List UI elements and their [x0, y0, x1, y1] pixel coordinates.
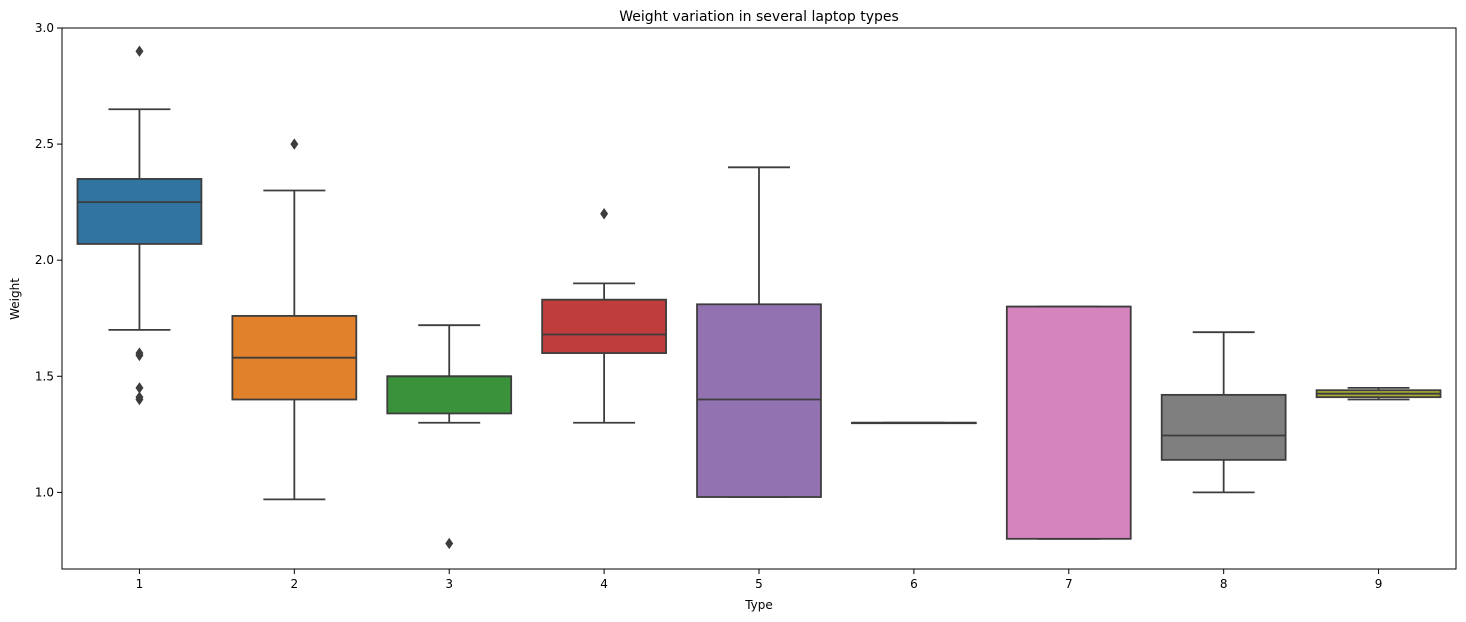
outlier-point — [290, 138, 299, 150]
y-tick-label: 2.0 — [35, 253, 54, 267]
x-axis-title: Type — [744, 598, 773, 612]
chart-title: Weight variation in several laptop types — [619, 9, 899, 25]
outlier-point — [135, 45, 144, 57]
x-tick-label: 3 — [445, 577, 453, 591]
plot-area — [76, 45, 1442, 550]
box-group-type-3 — [386, 324, 513, 550]
box-iqr-type-1 — [76, 178, 203, 245]
y-tick-label: 2.5 — [35, 137, 54, 151]
x-tick-label: 9 — [1375, 577, 1383, 591]
box-group-type-2 — [231, 138, 358, 501]
box-group-type-7 — [1005, 305, 1132, 540]
y-axis-title: Weight — [8, 278, 22, 320]
y-tick-label: 3.0 — [35, 21, 54, 35]
box-group-type-8 — [1160, 331, 1287, 494]
x-tick-label: 6 — [910, 577, 918, 591]
box-iqr-type-3 — [386, 375, 513, 415]
x-tick-label: 7 — [1065, 577, 1073, 591]
outlier-point — [600, 208, 609, 220]
x-tick-label: 2 — [291, 577, 299, 591]
box-group-type-5 — [696, 166, 822, 498]
box-iqr-type-4 — [541, 298, 667, 354]
box-iqr-type-7 — [1005, 305, 1132, 540]
y-tick-label: 1.0 — [35, 485, 54, 499]
x-tick-label: 5 — [755, 577, 763, 591]
outlier-point — [445, 537, 454, 550]
outlier-point — [135, 391, 144, 403]
box-group-type-9 — [1315, 386, 1442, 401]
x-tick-label: 8 — [1220, 577, 1228, 591]
box-group-type-6 — [851, 421, 977, 425]
y-tick-label: 1.5 — [35, 369, 54, 383]
box-iqr-type-5 — [696, 303, 822, 498]
box-group-type-4 — [541, 208, 667, 424]
x-tick-label: 1 — [136, 577, 144, 591]
box-group-type-1 — [76, 45, 203, 406]
outlier-point — [135, 382, 144, 394]
outlier-point — [135, 347, 144, 359]
x-tick-label: 4 — [600, 577, 608, 591]
axes: 1.0 1.5 2.0 2.5 3.0 1 2 3 4 5 6 7 8 9 — [35, 21, 1457, 591]
box-iqr-type-8 — [1160, 393, 1287, 461]
